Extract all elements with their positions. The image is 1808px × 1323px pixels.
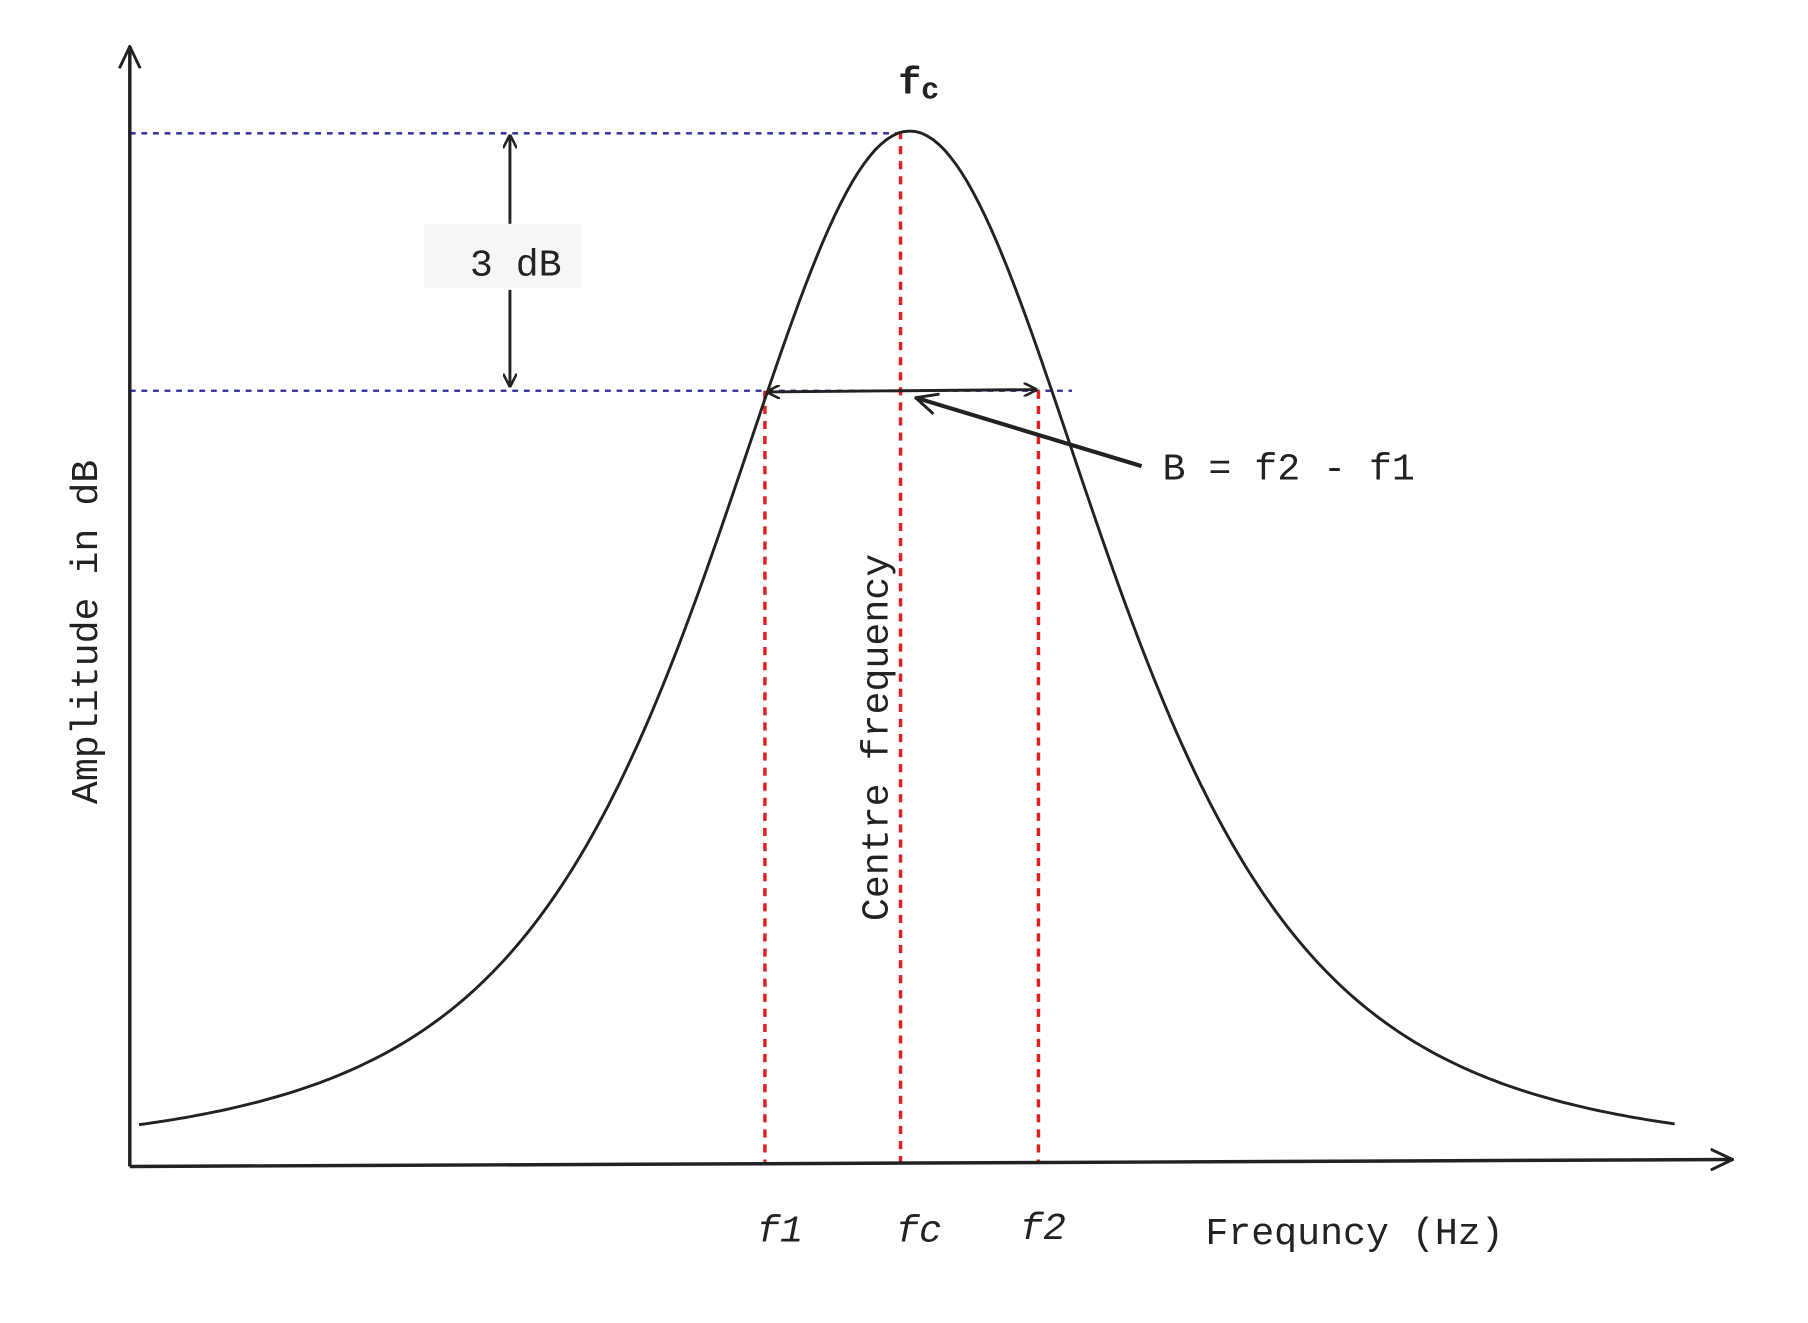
gap-label-bg: [424, 223, 582, 288]
x-marker: f2: [1020, 1208, 1066, 1251]
gap-label: 3 dB: [470, 245, 562, 288]
y-axis-label: Amplitude in dB: [66, 460, 109, 804]
response-curve: [138, 129, 1675, 1127]
x-marker: fc: [896, 1211, 942, 1254]
peak-label-sub: c: [921, 74, 939, 108]
x-axis: [129, 1160, 1733, 1167]
x-marker: f1: [757, 1211, 803, 1254]
bandwidth-arrow: [767, 390, 1036, 392]
bandwidth-pointer: [916, 398, 1143, 469]
peak-label: fc: [898, 63, 939, 109]
bandwidth-label: B = f2 - f1: [1162, 449, 1414, 492]
centre-label: Centre frequency: [856, 554, 899, 921]
peak-label-main: f: [898, 63, 921, 106]
x-axis-label: Frequncy (Hz): [1205, 1213, 1503, 1256]
